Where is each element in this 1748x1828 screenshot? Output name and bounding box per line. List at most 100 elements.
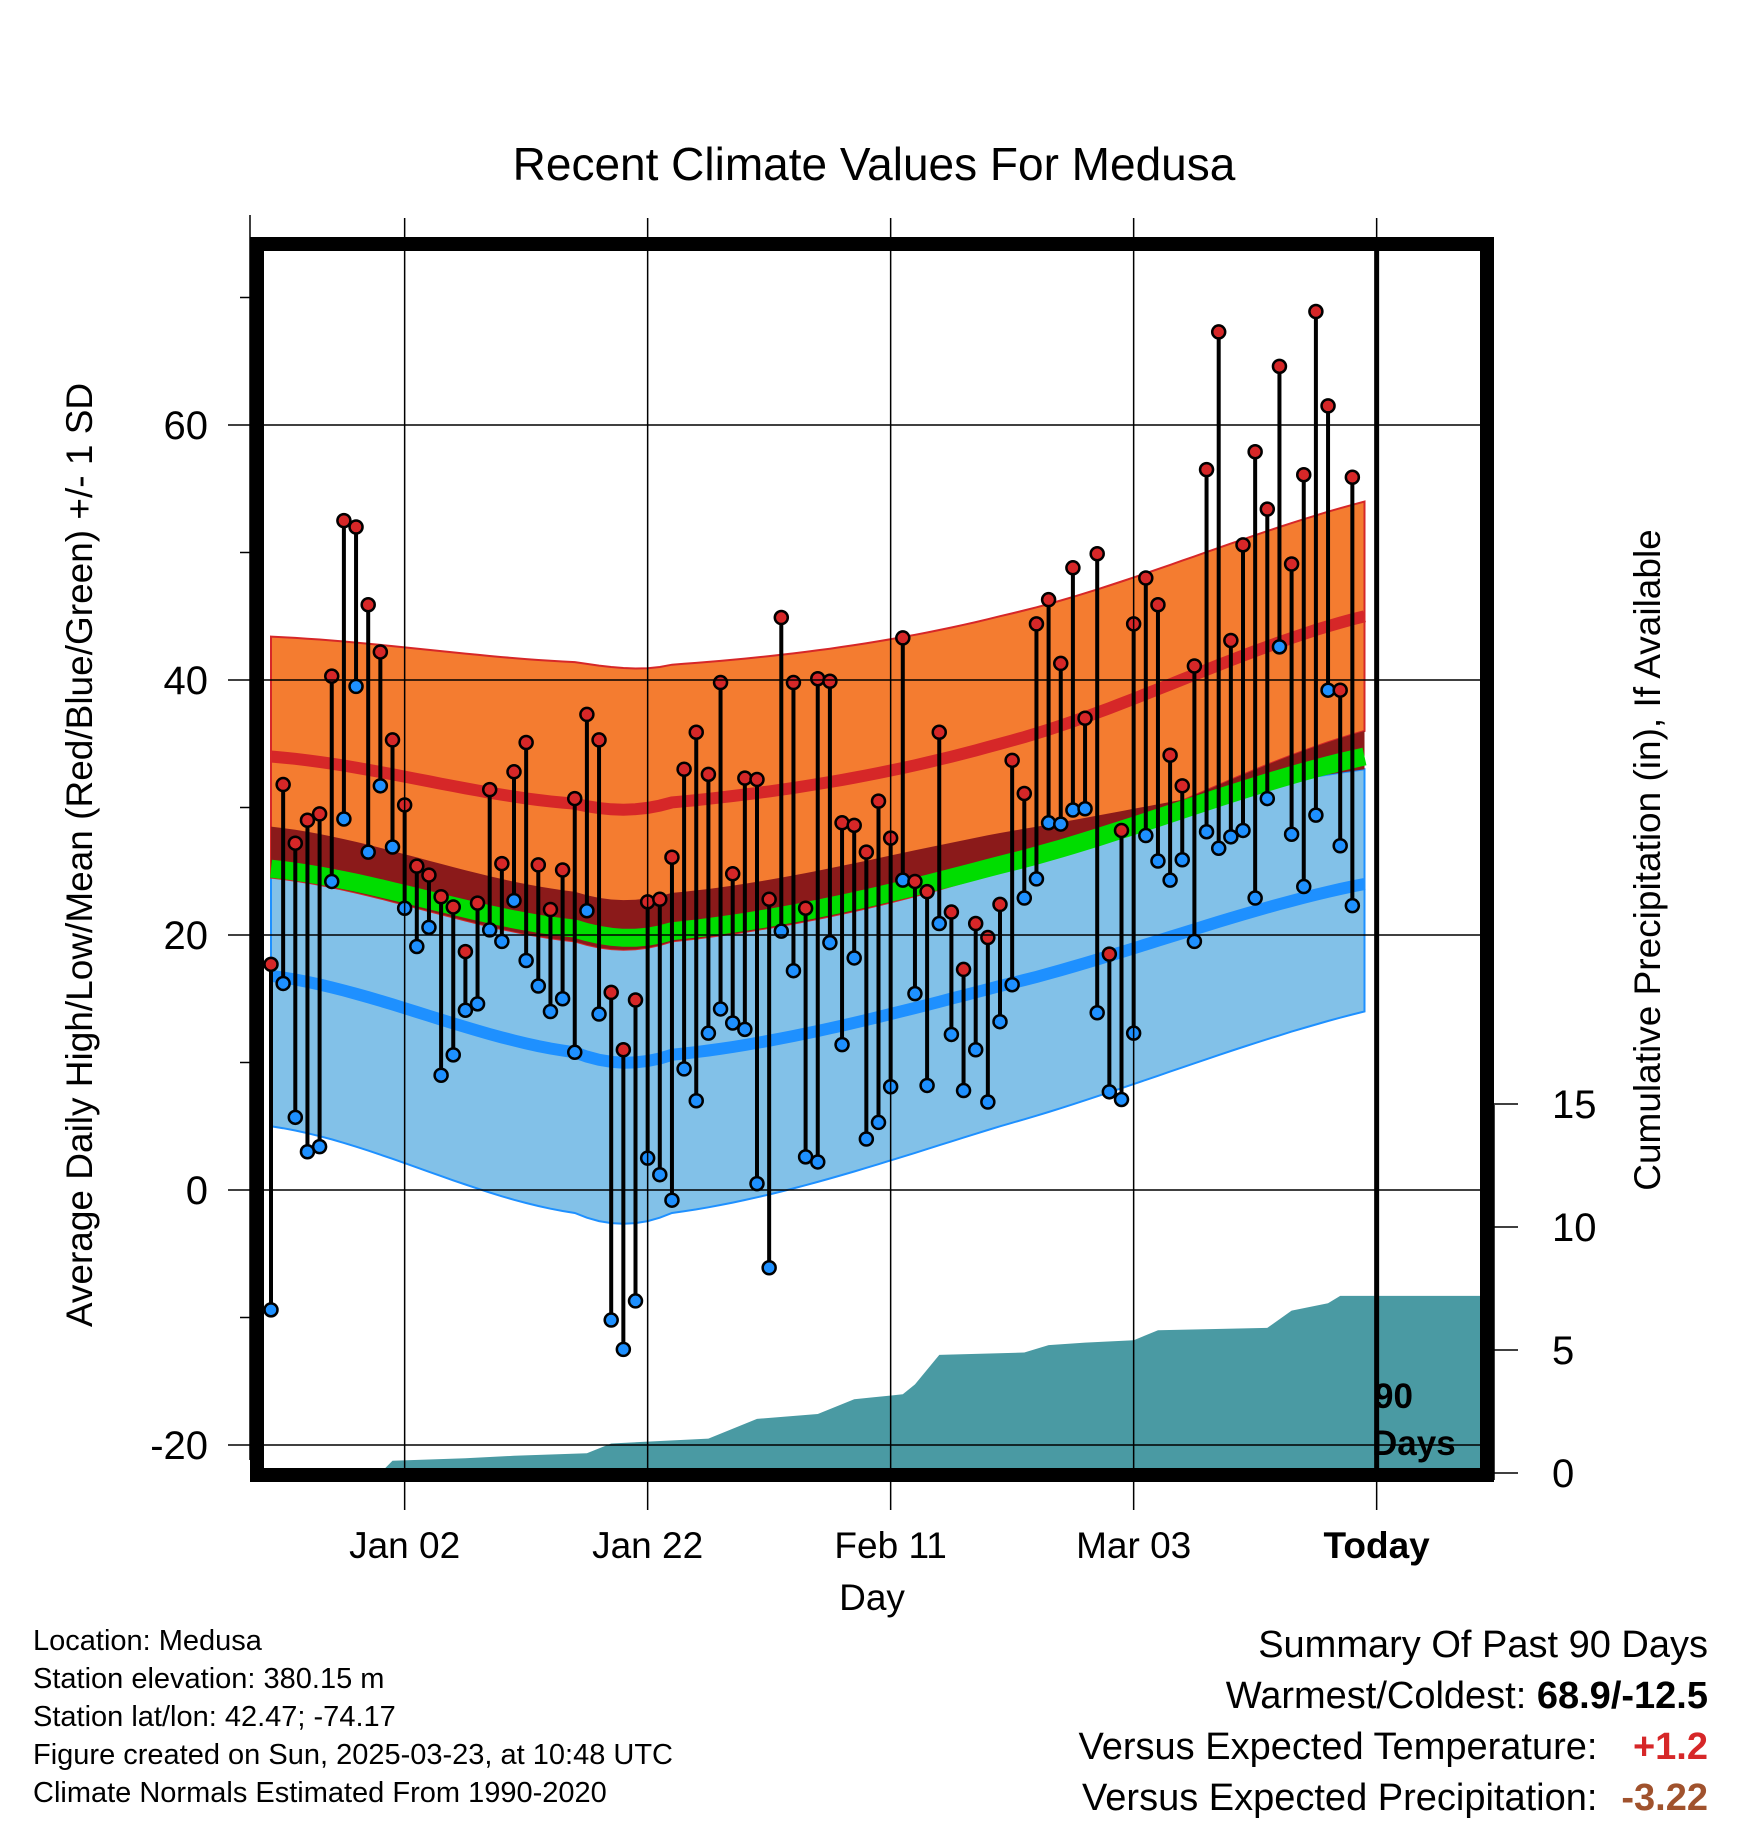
- daily-low-point: [1016, 890, 1033, 906]
- daily-high-point: [712, 674, 729, 691]
- daily-high-point: [299, 812, 316, 828]
- daily-low-point: [1259, 790, 1276, 807]
- daily-low-point: [1113, 1091, 1130, 1108]
- daily-high-point: [554, 862, 571, 878]
- daily-low-point: [445, 1047, 461, 1063]
- daily-high-point: [1162, 747, 1178, 763]
- daily-low-point: [919, 1077, 935, 1094]
- daily-high-point: [275, 776, 291, 793]
- daily-high-point: [1308, 303, 1324, 320]
- daily-low-point: [761, 1260, 777, 1276]
- daily-high-point: [1332, 682, 1348, 698]
- daily-high-point: [591, 732, 607, 748]
- daily-high-point: [1320, 398, 1336, 414]
- y-tick-label: 0: [186, 1169, 208, 1213]
- precip-label: Versus Expected Precipitation:: [1082, 1777, 1598, 1819]
- daily-high-point: [967, 915, 984, 932]
- daily-low-point: [1077, 801, 1093, 817]
- daily-high-point: [457, 943, 474, 960]
- daily-low-point: [421, 919, 437, 936]
- daily-high-point: [1223, 632, 1239, 649]
- plot-area: [263, 303, 1482, 1468]
- y2-tick-label: 10: [1552, 1206, 1597, 1250]
- daily-high-point: [445, 899, 461, 915]
- daily-low-point: [360, 844, 376, 860]
- daily-high-point: [907, 873, 923, 890]
- daily-high-point: [421, 867, 437, 883]
- daily-high-point: [372, 644, 389, 660]
- daily-high-point: [1065, 560, 1081, 576]
- daily-high-point: [652, 891, 668, 908]
- daily-low-point: [554, 991, 571, 1007]
- daily-low-point: [311, 1138, 328, 1155]
- x-tick-label: Jan 02: [349, 1525, 460, 1566]
- summary-warm-row: Warmest/Coldest: 68.9/-12.5: [1079, 1671, 1708, 1722]
- daily-high-point: [530, 857, 547, 873]
- daily-low-point: [652, 1166, 668, 1183]
- daily-high-point: [1174, 778, 1190, 794]
- daily-high-point: [1101, 946, 1118, 962]
- daily-low-point: [1004, 976, 1020, 993]
- daily-low-point: [1283, 826, 1300, 843]
- daily-high-point: [761, 891, 777, 908]
- daily-high-point: [797, 900, 814, 916]
- summary-heading: Summary Of Past 90 Days: [1258, 1624, 1708, 1666]
- daily-low-point: [263, 1302, 279, 1318]
- daily-high-point: [955, 961, 972, 978]
- y-tick-label: 20: [164, 914, 209, 958]
- daily-high-point: [822, 673, 838, 690]
- daily-low-point: [834, 1036, 850, 1053]
- elevation-text: Station elevation: 380.15 m: [33, 1663, 385, 1695]
- daily-low-point: [348, 678, 364, 695]
- daily-low-point: [433, 1067, 449, 1083]
- y2-tick-label: 15: [1552, 1083, 1597, 1127]
- daily-low-point: [591, 1006, 607, 1022]
- daily-high-point: [1113, 822, 1130, 839]
- daily-high-point: [870, 793, 887, 809]
- daily-low-point: [1089, 1005, 1105, 1021]
- daily-low-point: [1344, 897, 1361, 914]
- daily-high-point: [846, 817, 862, 834]
- location-text: Location: Medusa: [33, 1625, 262, 1657]
- daily-high-point: [1089, 546, 1105, 562]
- station-info: Location: Medusa Station elevation: 380.…: [33, 1622, 673, 1812]
- daily-high-point: [1210, 324, 1227, 340]
- daily-high-point: [785, 674, 802, 691]
- daily-low-point: [943, 1026, 960, 1043]
- daily-high-point: [1235, 537, 1251, 553]
- daily-low-point: [530, 978, 547, 994]
- daily-low-point: [336, 811, 352, 827]
- daily-high-point: [895, 630, 911, 646]
- daily-high-point: [311, 806, 328, 822]
- daily-low-point: [1210, 840, 1227, 857]
- daily-low-point: [1308, 807, 1324, 823]
- precip-value: -3.22: [1621, 1777, 1708, 1819]
- daily-low-point: [822, 934, 838, 951]
- chart-title: Recent Climate Values For Medusa: [513, 138, 1236, 190]
- daily-low-point: [275, 975, 291, 992]
- climate-chart: Recent Climate Values For Medusa -20 0 20 4…: [59, 138, 1668, 1618]
- today-label-days-word: Days: [1372, 1424, 1456, 1463]
- temp-value: +1.2: [1632, 1726, 1708, 1768]
- daily-high-point: [518, 734, 534, 751]
- daily-low-point: [1150, 853, 1166, 869]
- daily-low-point: [664, 1192, 680, 1208]
- daily-low-point: [627, 1293, 644, 1309]
- daily-low-point: [494, 933, 510, 950]
- daily-low-point: [567, 1044, 583, 1061]
- latlon-text: Station lat/lon: 42.47; -74.17: [33, 1701, 396, 1733]
- daily-low-point: [1186, 933, 1203, 950]
- daily-high-point: [980, 929, 996, 946]
- y-tick-label: -20: [150, 1424, 208, 1468]
- daily-high-point: [1283, 556, 1300, 572]
- daily-high-point: [676, 761, 692, 777]
- daily-high-point: [1296, 466, 1312, 483]
- daily-high-point: [1138, 570, 1154, 586]
- daily-low-point: [409, 938, 425, 955]
- daily-low-point: [1028, 871, 1045, 887]
- daily-high-point: [724, 866, 741, 882]
- y2-axis-label: Cumulative Precipitation (in), If Availa…: [1627, 529, 1668, 1191]
- daily-low-point: [700, 1025, 717, 1041]
- daily-low-point: [858, 1131, 875, 1147]
- daily-high-point: [1344, 469, 1361, 486]
